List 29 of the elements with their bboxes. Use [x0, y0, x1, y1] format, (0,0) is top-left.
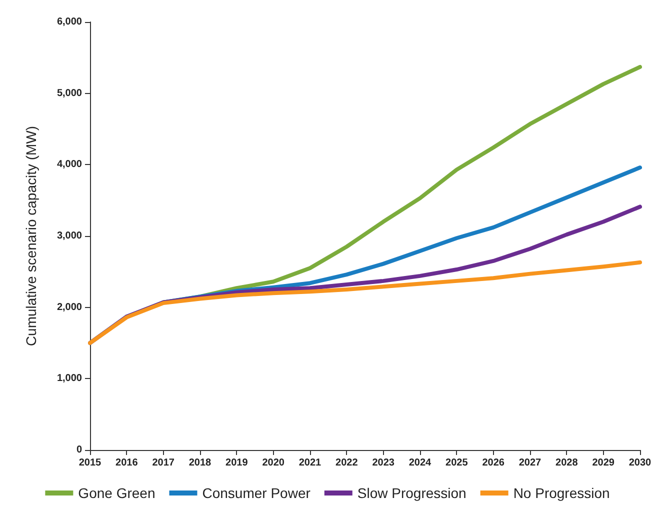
x-tick-label: 2016	[116, 458, 138, 468]
x-tick-label: 2019	[226, 458, 248, 468]
x-tick-label: 2015	[78, 458, 102, 468]
x-tick-label: 2018	[188, 458, 212, 468]
x-tick-label: 2028	[556, 458, 578, 468]
x-tick-label: 2026	[482, 458, 505, 468]
x-tick-label: 2023	[372, 458, 395, 468]
y-tick-label: 3,000	[56, 230, 82, 242]
x-tick-label: 2024	[408, 458, 432, 468]
x-tick-label: 2017	[152, 458, 175, 468]
y-tick-label: 4,000	[56, 159, 82, 170]
x-tick-label: 2021	[298, 458, 322, 468]
y-axis-title: Cumulative scenario capacity (MW)	[23, 126, 39, 346]
legend-label: Slow Progression	[357, 485, 466, 501]
x-tick-label: 2025	[446, 458, 468, 468]
y-tick-label: 5,000	[56, 88, 82, 99]
legend-label: Consumer Power	[202, 485, 311, 501]
y-tick-label: 1,000	[56, 373, 82, 384]
line-series	[88, 260, 642, 345]
legend-label: No Progression	[513, 485, 610, 501]
y-tick-label: 6,000	[56, 16, 82, 28]
y-tick-label: 2,000	[56, 302, 82, 313]
x-tick-label: 2022	[336, 458, 358, 468]
x-tick-label: 2027	[518, 458, 542, 468]
legend-label: Gone Green	[78, 485, 156, 501]
x-tick-label: 2030	[628, 458, 652, 468]
x-tick-label: 2020	[262, 458, 285, 468]
x-tick-label: 2029	[592, 458, 615, 468]
y-tick-label: 0	[76, 444, 82, 456]
